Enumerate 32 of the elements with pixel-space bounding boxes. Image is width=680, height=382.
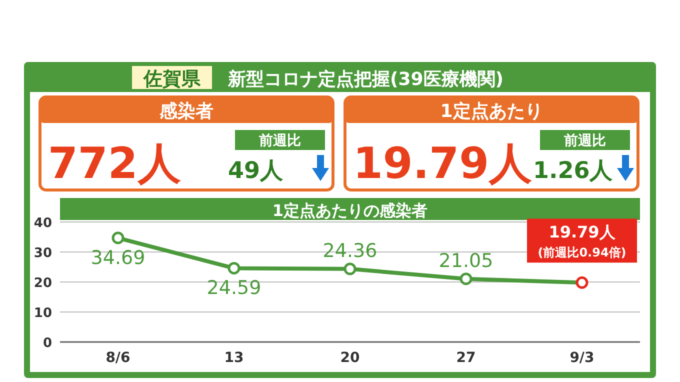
point	[112, 232, 124, 244]
x-tick-label: 8/6	[106, 350, 130, 366]
x-tick-label: 27	[456, 350, 476, 366]
text: 19.79人	[353, 139, 532, 189]
data-label: 21.05	[438, 250, 494, 272]
y-tick-label: 40	[34, 216, 52, 231]
text: 49人	[228, 158, 284, 184]
text: 感染者	[158, 101, 214, 122]
x-tick-label: 9/3	[570, 350, 594, 366]
annotation: (前週比0.94倍)	[538, 246, 626, 260]
data-label: 19.79人	[548, 222, 616, 242]
chart-title: 1定点あたりの感染者	[272, 201, 428, 220]
data-label: 24.36	[322, 240, 378, 262]
text: 1.26人	[533, 158, 614, 184]
point	[576, 276, 588, 289]
data-label: 24.59	[206, 277, 262, 300]
y-tick-label: 0	[42, 336, 52, 351]
x-tick-label: 20	[340, 350, 360, 366]
y-tick-label: 10	[34, 306, 52, 321]
text: 佐賀県	[142, 68, 202, 90]
text: 前週比	[563, 133, 606, 149]
y-tick-label: 20	[34, 276, 52, 291]
text: 1定点あたり	[440, 101, 543, 122]
data-label: 34.69	[90, 246, 146, 269]
point	[228, 262, 240, 274]
text: 新型コロナ定点把握(39医療機関)	[227, 69, 504, 90]
x-tick-label: 13	[224, 350, 244, 366]
y-tick-label: 30	[34, 246, 52, 261]
point	[460, 272, 472, 286]
point	[344, 262, 356, 276]
text: 前週比	[258, 133, 301, 149]
text: 772人	[48, 139, 181, 189]
